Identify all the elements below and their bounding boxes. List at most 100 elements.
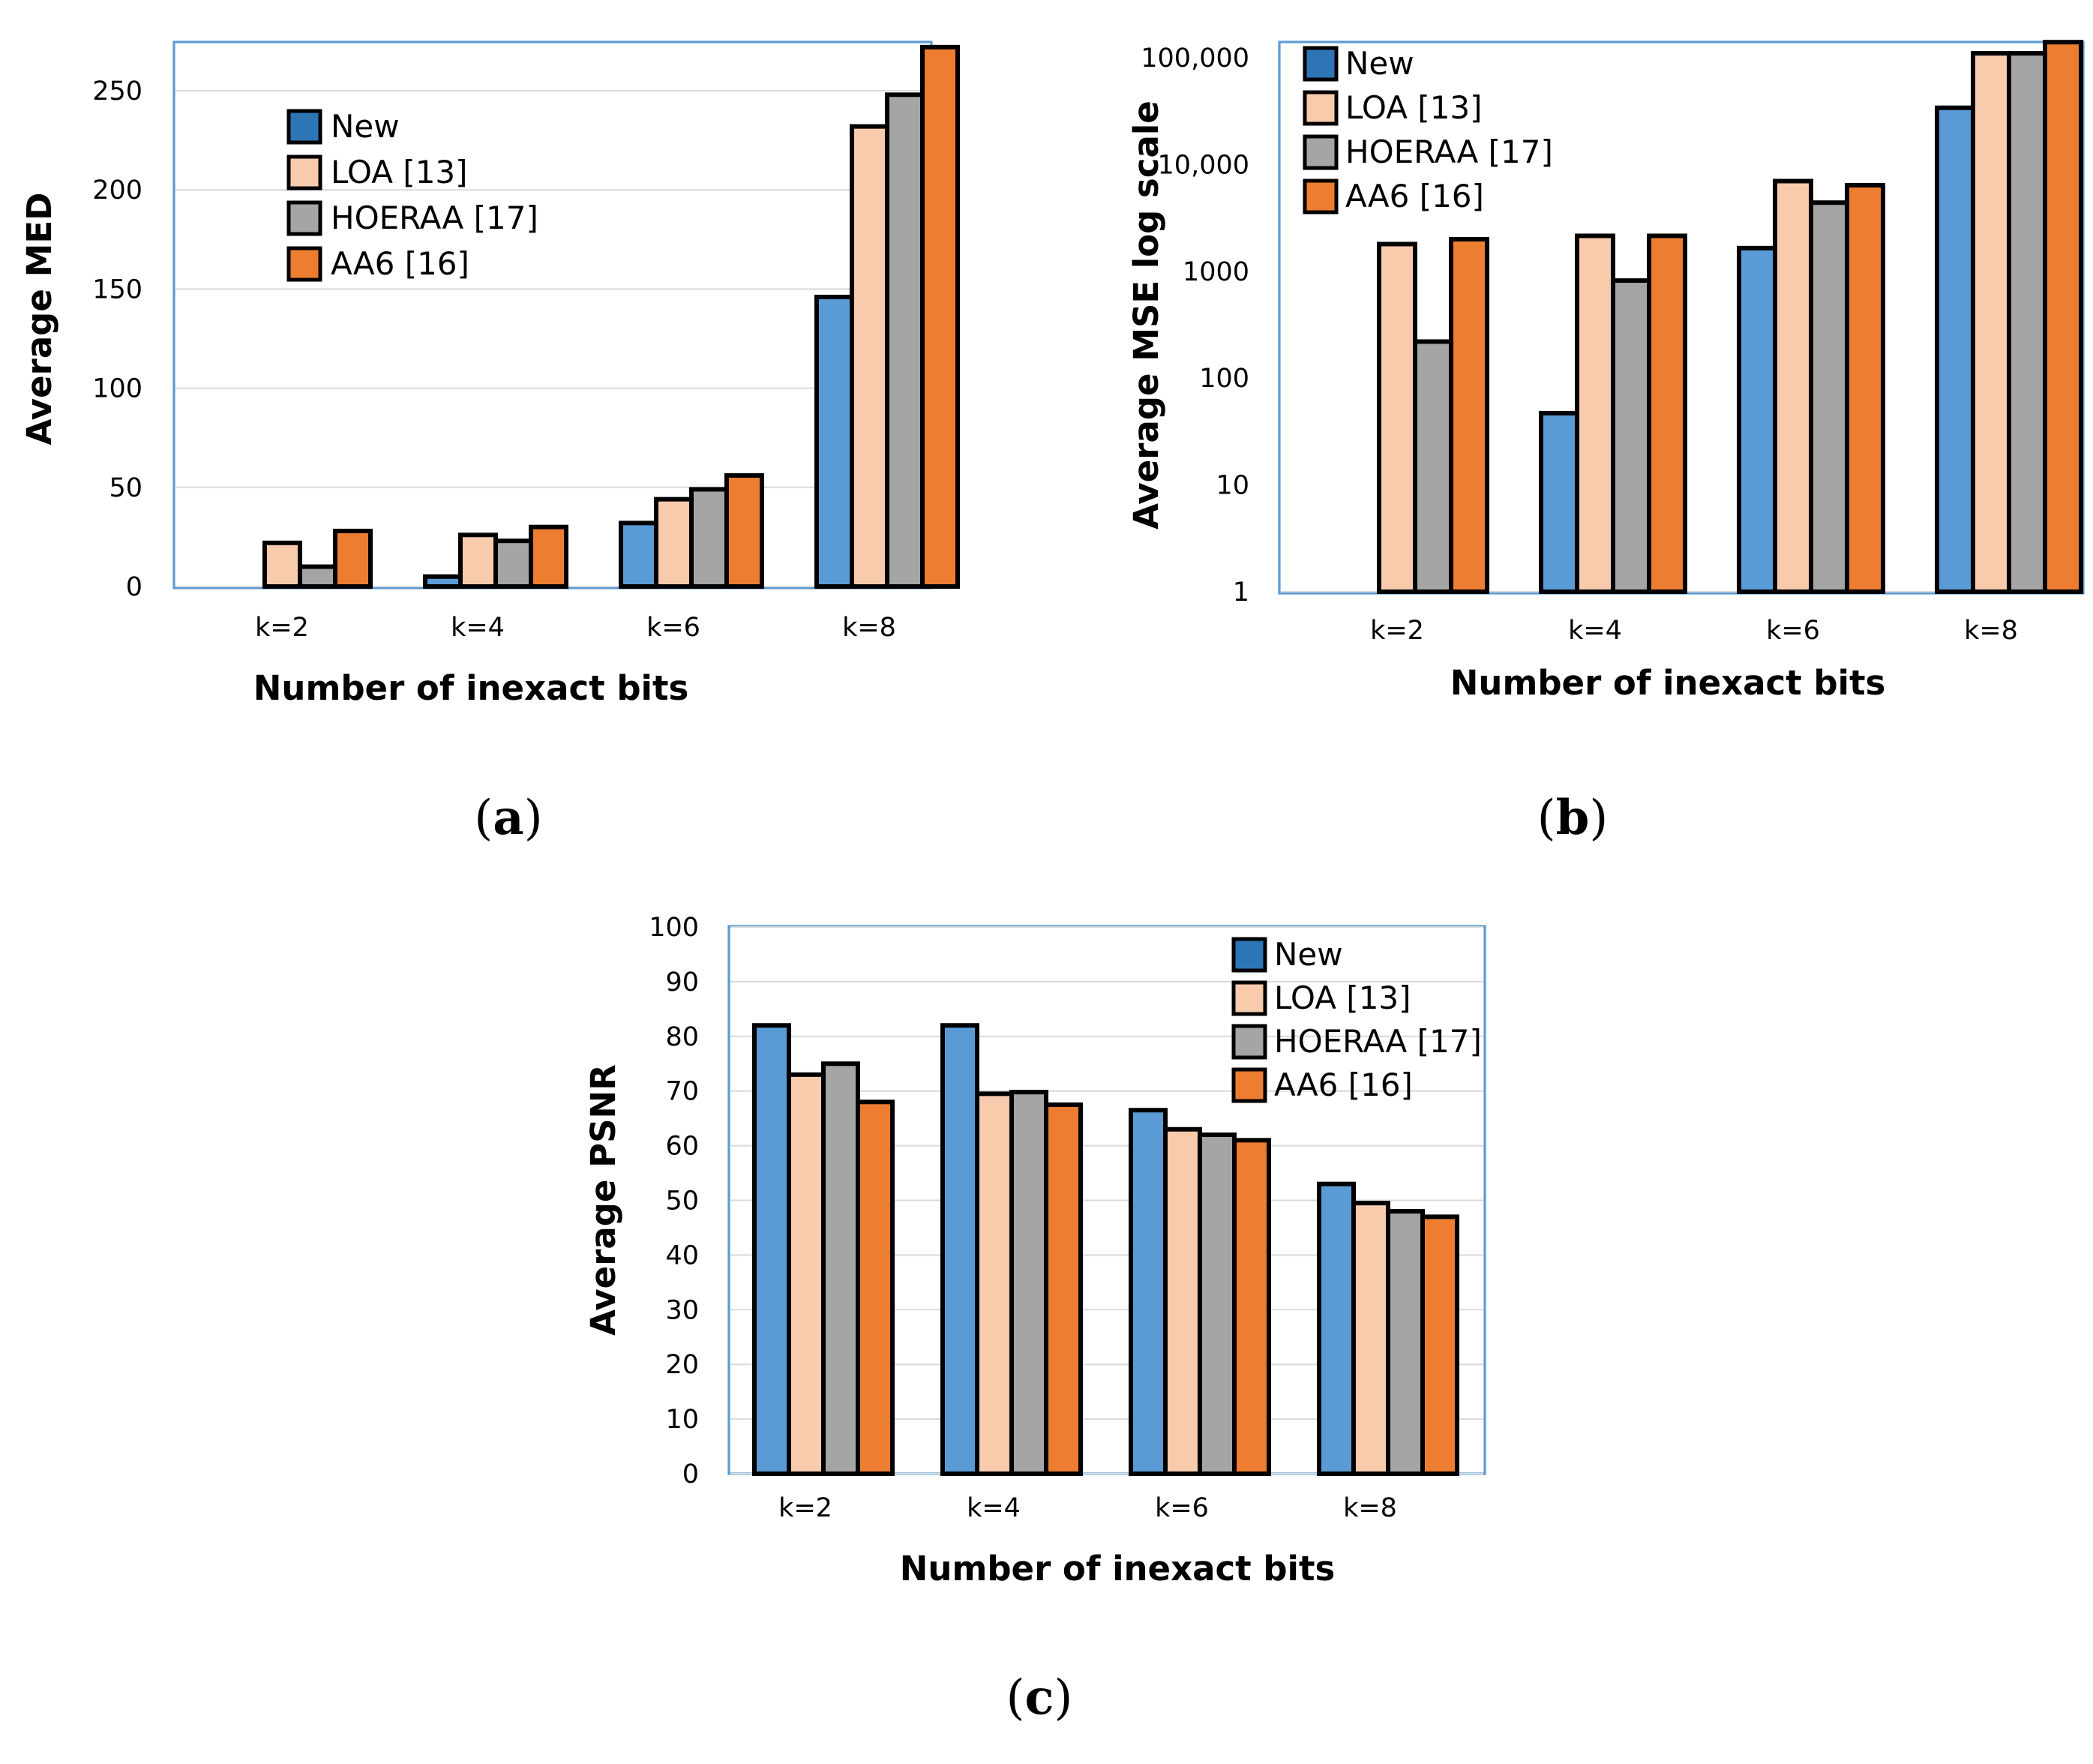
- y-tick-label: 10: [1216, 471, 1249, 501]
- bar-hoeraa-17-k-8: [885, 92, 925, 589]
- x-tick-label: k=6: [646, 613, 700, 643]
- bar-loa-13-k-6: [1773, 178, 1813, 594]
- y-tick-label: 200: [92, 176, 142, 206]
- legend-label-new: New: [1345, 45, 1414, 82]
- panel-caption: (b): [1537, 790, 1609, 846]
- bar-new-k-4: [1539, 410, 1579, 594]
- bar-aa6-16-k-2: [333, 528, 373, 590]
- x-tick-label: k=8: [1343, 1493, 1397, 1523]
- bar-loa-13-k-4: [975, 1091, 1014, 1476]
- y-tick-label: 1000: [1183, 257, 1249, 287]
- legend-label-aa6-16: AA6 [16]: [331, 245, 469, 282]
- y-axis-title: Average MSE log scale: [1126, 100, 1166, 530]
- legend-label-loa-13: LOA [13]: [331, 154, 468, 190]
- legend: New LOA [13] HOERAA [17] AA6 [16]: [286, 108, 538, 282]
- y-tick-label: 80: [665, 1022, 699, 1052]
- bar-new-k-6: [1129, 1108, 1168, 1476]
- legend-swatch-hoeraa-17: [1231, 1024, 1267, 1060]
- bar-aa6-16-k-8: [1420, 1214, 1459, 1476]
- x-axis-title: Number of inexact bits: [900, 1549, 1336, 1588]
- bar-loa-13-k-4: [1575, 233, 1615, 594]
- bar-loa-13-k-8: [850, 124, 889, 590]
- bar-new-k-6: [619, 520, 658, 590]
- legend-label-hoeraa-17: HOERAA [17]: [331, 200, 538, 236]
- legend-swatch-aa6-16: [286, 246, 322, 282]
- bar-new-k-4: [423, 574, 463, 590]
- y-tick-label: 100: [1199, 364, 1249, 394]
- legend-swatch-aa6-16: [1231, 1067, 1267, 1103]
- bar-hoeraa-17-k-4: [493, 538, 533, 589]
- legend-swatch-aa6-16: [1303, 178, 1339, 214]
- bar-hoeraa-17-k-2: [298, 564, 337, 589]
- x-tick-label: k=6: [1155, 1493, 1209, 1523]
- bar-loa-13-k-6: [1163, 1126, 1202, 1476]
- bar-aa6-16-k-6: [1232, 1138, 1271, 1476]
- legend-label-loa-13: LOA [13]: [1345, 89, 1483, 126]
- y-axis-title: Average MED: [19, 193, 59, 446]
- bar-aa6-16-k-4: [529, 524, 568, 589]
- x-tick-label: k=8: [842, 613, 896, 643]
- bar-hoeraa-17-k-4: [1009, 1090, 1048, 1476]
- legend-label-aa6-16: AA6 [16]: [1274, 1066, 1413, 1103]
- y-tick-label: 10: [665, 1405, 699, 1435]
- y-tick-label: 40: [665, 1240, 699, 1270]
- bar-aa6-16-k-8: [2043, 40, 2083, 595]
- bar-aa6-16-k-2: [1449, 236, 1489, 594]
- x-axis-title: Number of inexact bits: [1450, 663, 1886, 703]
- y-tick-label: 0: [682, 1460, 699, 1490]
- y-tick-label: 60: [665, 1132, 699, 1162]
- bar-loa-13-k-2: [262, 540, 302, 589]
- bar-hoeraa-17-k-4: [1611, 278, 1651, 594]
- y-tick-label: 20: [665, 1350, 699, 1380]
- x-tick-label: k=4: [967, 1493, 1021, 1523]
- legend-label-hoeraa-17: HOERAA [17]: [1274, 1023, 1482, 1060]
- bar-new-k-4: [940, 1023, 979, 1477]
- chart-a: 0 50 100 150 200 250 k=2 k=4 k=6 k=8 Number of ine…: [19, 40, 960, 846]
- bar-hoeraa-17-k-8: [2007, 51, 2047, 595]
- y-tick-label: 150: [92, 274, 142, 304]
- chart-c: 0 10 20 30 40 50 60 70 80 90 100 k=2 k=4 k=6 k=8Number…: [583, 913, 1486, 1726]
- bar-hoeraa-17-k-6: [1198, 1132, 1237, 1476]
- bar-new-k-8: [1317, 1181, 1356, 1476]
- bar-loa-13-k-8: [1971, 51, 2011, 595]
- bar-new-k-2: [752, 1023, 791, 1477]
- legend-label-loa-13: LOA [13]: [1274, 980, 1411, 1016]
- bar-aa6-16-k-6: [1845, 182, 1885, 594]
- y-tick-label: 10,000: [1158, 150, 1249, 180]
- y-tick-label: 50: [109, 473, 142, 503]
- x-tick-label: k=2: [778, 1493, 832, 1523]
- legend-swatch-loa-13: [1303, 90, 1339, 126]
- y-tick-label: 1: [1233, 578, 1249, 608]
- bar-new-k-6: [1737, 245, 1777, 594]
- bar-aa6-16-k-4: [1044, 1102, 1083, 1476]
- y-axis-title: Average PSNR: [583, 1064, 623, 1336]
- legend-label-new: New: [1274, 936, 1343, 973]
- y-tick-label: 70: [665, 1077, 699, 1107]
- bar-loa-13-k-6: [654, 496, 694, 589]
- bar-hoeraa-17-k-6: [1809, 200, 1849, 594]
- y-tick-label: 90: [665, 968, 699, 998]
- legend-label-new: New: [331, 108, 400, 145]
- y-tick-label: 250: [92, 76, 142, 106]
- bar-hoeraa-17-k-2: [821, 1061, 860, 1476]
- bar-loa-13-k-8: [1351, 1201, 1390, 1476]
- x-tick-label: k=2: [1370, 616, 1424, 646]
- legend: New LOA [13] HOERAA [17] AA6 [16]: [1231, 936, 1482, 1103]
- legend-swatch-new: [1231, 937, 1267, 973]
- x-tick-label: k=4: [451, 613, 505, 643]
- bar-hoeraa-17-k-8: [1386, 1209, 1425, 1476]
- bar-loa-13-k-2: [1377, 242, 1417, 594]
- y-tick-label: 50: [665, 1186, 699, 1216]
- bar-loa-13-k-4: [458, 532, 498, 589]
- bar-hoeraa-17-k-2: [1413, 339, 1453, 594]
- legend-swatch-loa-13: [1231, 980, 1267, 1016]
- bar-aa6-16-k-4: [1647, 233, 1687, 594]
- x-axis-title: Number of inexact bits: [253, 668, 689, 708]
- legend-swatch-new: [286, 109, 322, 145]
- bar-new-k-8: [814, 294, 854, 589]
- legend-label-hoeraa-17: HOERAA [17]: [1345, 134, 1553, 170]
- x-tick-label: k=2: [255, 613, 309, 643]
- legend: New LOA [13] HOERAA [17] AA6 [16]: [1303, 45, 1553, 214]
- x-tick-label: k=6: [1766, 616, 1820, 646]
- y-tick-label: 30: [665, 1295, 699, 1325]
